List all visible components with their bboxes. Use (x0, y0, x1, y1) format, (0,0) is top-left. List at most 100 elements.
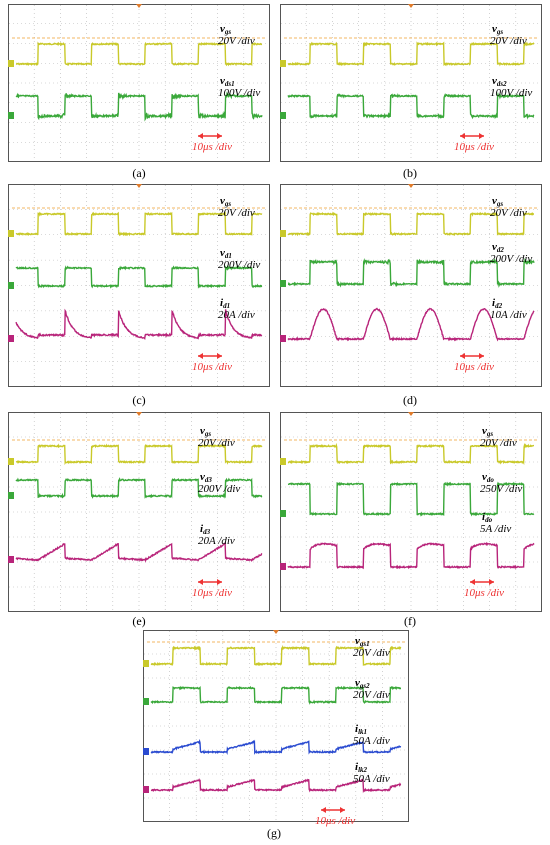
trace-vd2 (287, 257, 535, 288)
time-base-arrow (460, 353, 484, 359)
channel-marker (8, 492, 14, 499)
channel-label: vgs (220, 23, 231, 36)
caption-d: (d) (403, 393, 417, 407)
channel-scale: 100V /div (490, 87, 532, 99)
channel-scale: 20V /div (353, 689, 390, 701)
channel-label: vds1 (220, 75, 235, 88)
time-base-label: 10μs /div (192, 141, 232, 153)
channel-marker (280, 60, 286, 67)
channel-scale: 250V /div (480, 483, 522, 495)
time-base-label: 10μs /div (192, 587, 232, 599)
channel-scale: 50A /div (353, 773, 390, 785)
panel-c: vgs 20V /div vd1 200V /div id1 20A /div 10μs /… (8, 184, 270, 387)
channel-marker (8, 282, 14, 289)
channel-marker (143, 748, 149, 755)
panel-e: vgs 20V /div vd3 200V /div id3 20A /div 10μs /… (8, 412, 270, 612)
caption-f: (f) (404, 614, 416, 628)
trigger-marker (136, 4, 142, 8)
trace-vgs (287, 41, 535, 67)
channel-label: vgs (492, 195, 503, 208)
channel-marker (143, 698, 149, 705)
time-base-label: 10μs /div (454, 141, 494, 153)
trigger-marker (136, 412, 142, 416)
channel-label: vd2 (492, 241, 504, 254)
channel-marker (280, 230, 286, 237)
channel-marker (280, 112, 286, 119)
channel-label: id3 (200, 523, 211, 536)
channel-label: vdo (482, 471, 494, 484)
channel-scale: 20V /div (490, 207, 527, 219)
channel-marker (8, 458, 14, 465)
channel-marker (8, 112, 14, 119)
channel-label: vd3 (200, 471, 212, 484)
trace-ilk1 (150, 738, 402, 755)
trace-vds2 (287, 91, 535, 120)
trace-vgs (15, 41, 263, 67)
trace-id1 (15, 308, 263, 340)
channel-label: vgs (492, 23, 503, 36)
channel-scale: 200V /div (218, 259, 260, 271)
channel-label: ilk1 (355, 723, 367, 736)
channel-marker (8, 230, 14, 237)
trace-vgs2 (150, 685, 402, 705)
channel-marker (8, 335, 14, 342)
channel-label: id1 (220, 297, 230, 310)
time-base-arrow (198, 353, 222, 359)
trace-ilk2 (150, 778, 402, 794)
time-base-arrow (198, 579, 222, 585)
channel-marker (280, 280, 286, 287)
caption-b: (b) (403, 166, 417, 180)
trace-vds1 (15, 91, 263, 122)
trigger-marker (408, 4, 414, 8)
channel-label: ilk2 (355, 761, 368, 774)
time-base-arrow (470, 579, 494, 585)
time-base-label: 10μs /div (315, 815, 355, 827)
time-base-label: 10μs /div (464, 587, 504, 599)
trace-ido (287, 541, 535, 570)
trace-vd1 (15, 264, 263, 289)
trigger-marker (408, 184, 414, 188)
channel-scale: 20V /div (218, 207, 255, 219)
channel-marker (143, 786, 149, 793)
channel-label: vgs2 (355, 677, 370, 690)
channel-marker (143, 660, 149, 667)
trigger-marker (408, 412, 414, 416)
channel-scale: 20A /div (218, 309, 255, 321)
channel-scale: 20V /div (218, 35, 255, 47)
trace-id2 (287, 307, 535, 342)
channel-scale: 20V /div (353, 647, 390, 659)
channel-scale: 50A /div (353, 735, 390, 747)
trigger-marker (273, 630, 279, 634)
channel-marker (8, 556, 14, 563)
panel-b: vgs 20V /div vds2 100V /div 10μs /div (280, 4, 542, 162)
channel-scale: 200V /div (198, 483, 240, 495)
channel-scale: 100V /div (218, 87, 260, 99)
trace-vd3 (15, 477, 263, 499)
trace-vgs1 (150, 644, 402, 667)
channel-marker (280, 563, 286, 570)
panel-a: vgs 20V /div vds1 100V /div 10μs /div (8, 4, 270, 162)
channel-scale: 10A /div (490, 309, 527, 321)
channel-label: vgs (482, 425, 493, 438)
channel-scale: 20V /div (490, 35, 527, 47)
time-base-label: 10μs /div (192, 361, 232, 373)
panel-f: vgs 20V /div vdo 250V /div ido 5A /div 10μs /d… (280, 412, 542, 612)
trace-vgs (15, 211, 263, 237)
channel-marker (280, 510, 286, 517)
channel-label: vgs1 (355, 635, 370, 648)
channel-label: vgs (200, 425, 211, 438)
channel-scale: 20A /div (198, 535, 235, 547)
channel-label: vgs (220, 195, 231, 208)
caption-c: (c) (132, 393, 146, 407)
trace-id3 (15, 542, 263, 563)
caption-a: (a) (132, 166, 146, 180)
time-base-label: 10μs /div (454, 361, 494, 373)
caption-g: (g) (267, 826, 281, 840)
caption-e: (e) (132, 614, 146, 628)
